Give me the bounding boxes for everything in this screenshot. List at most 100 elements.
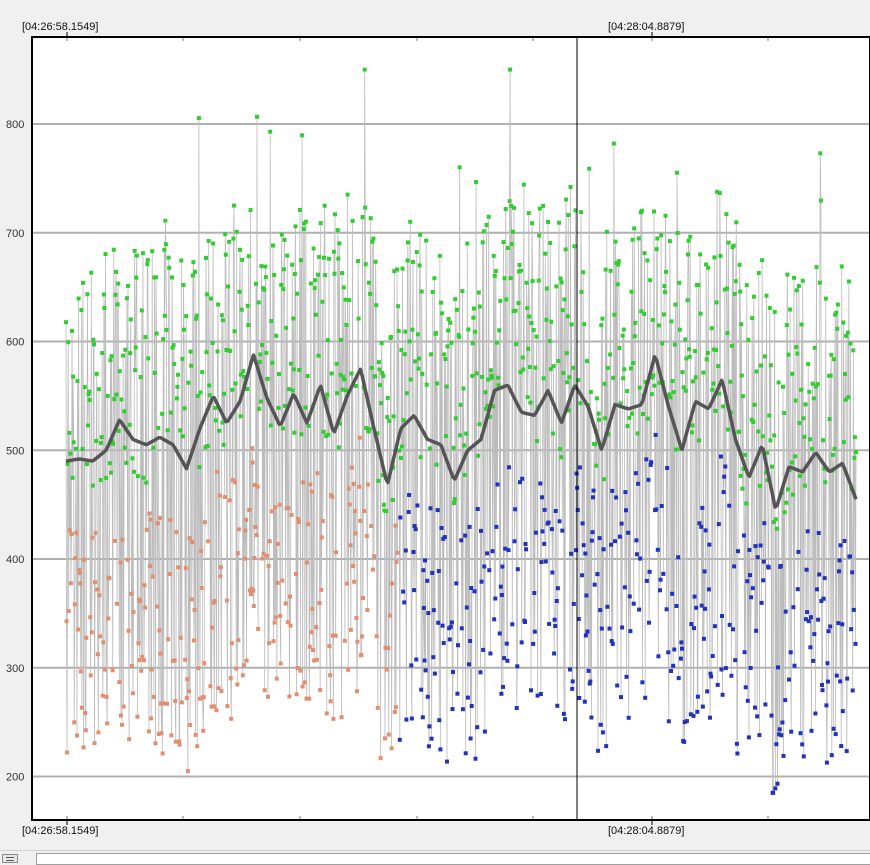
data-point <box>246 323 251 328</box>
data-point <box>630 411 634 416</box>
data-point <box>126 628 131 633</box>
data-point <box>380 371 385 376</box>
data-point <box>832 446 837 451</box>
data-point <box>591 488 596 493</box>
data-point <box>622 367 627 372</box>
data-point <box>570 686 575 691</box>
data-point <box>755 714 760 719</box>
data-point <box>649 392 654 397</box>
data-point <box>779 733 784 738</box>
data-point <box>437 718 442 723</box>
data-point <box>708 715 712 720</box>
data-point <box>643 380 648 384</box>
data-point <box>296 520 301 525</box>
data-point <box>699 603 704 608</box>
data-point <box>198 390 203 395</box>
data-point <box>347 502 352 507</box>
data-point <box>405 258 410 263</box>
data-point <box>807 389 812 394</box>
data-point <box>749 417 754 422</box>
data-point <box>78 581 83 586</box>
data-point <box>812 345 817 350</box>
data-point <box>556 359 561 363</box>
data-point <box>639 208 644 213</box>
data-point <box>175 384 180 389</box>
data-point <box>256 626 261 631</box>
data-point <box>373 374 378 379</box>
data-point <box>284 325 289 330</box>
data-point <box>329 371 334 376</box>
data-point <box>544 317 549 322</box>
data-point <box>503 546 508 551</box>
data-point <box>243 528 248 533</box>
data-point <box>564 351 569 356</box>
data-point <box>217 428 222 433</box>
data-point <box>471 315 476 320</box>
data-point <box>398 455 403 460</box>
data-point <box>818 151 823 156</box>
data-point <box>68 581 73 586</box>
data-point <box>462 473 467 477</box>
data-point <box>90 483 95 488</box>
data-point <box>200 370 205 374</box>
data-point <box>603 416 608 421</box>
data-point <box>274 676 279 681</box>
data-point <box>561 711 566 716</box>
data-point <box>188 723 193 727</box>
data-point <box>488 651 493 656</box>
data-point <box>240 673 245 678</box>
y-tick-label-500: 500 <box>6 445 24 457</box>
data-point <box>598 722 603 727</box>
data-point <box>771 790 776 795</box>
data-point <box>212 704 217 709</box>
data-point <box>754 628 759 633</box>
data-point <box>487 414 492 419</box>
data-point <box>212 599 217 603</box>
data-point <box>368 216 373 221</box>
data-point <box>197 465 202 470</box>
data-point <box>768 363 773 368</box>
data-point <box>465 241 470 246</box>
menu-icon[interactable] <box>2 854 18 863</box>
data-point <box>348 627 353 632</box>
data-point <box>641 412 645 416</box>
data-point <box>367 280 371 285</box>
data-point <box>125 557 130 562</box>
data-point <box>226 284 230 289</box>
data-point <box>513 308 518 313</box>
command-input[interactable] <box>36 853 870 865</box>
data-point <box>375 705 380 710</box>
data-point <box>700 505 705 510</box>
data-point <box>310 607 315 611</box>
data-point <box>749 595 754 600</box>
data-point <box>345 192 350 197</box>
data-point <box>163 242 168 247</box>
data-point <box>213 406 218 410</box>
data-point <box>602 381 607 386</box>
data-point <box>844 749 849 754</box>
data-point <box>423 558 427 563</box>
data-point <box>746 337 751 342</box>
data-point <box>821 596 826 601</box>
data-point <box>601 547 606 552</box>
data-point <box>624 674 629 679</box>
data-point <box>142 658 146 663</box>
data-point <box>159 731 164 736</box>
data-point <box>789 460 794 465</box>
data-point <box>776 380 781 385</box>
data-point <box>500 564 505 569</box>
data-point <box>549 319 554 324</box>
data-point <box>283 403 287 408</box>
data-point <box>698 311 703 316</box>
data-point <box>358 518 363 523</box>
data-point <box>118 713 123 718</box>
data-point <box>507 465 511 470</box>
data-point <box>458 433 463 438</box>
data-point <box>176 372 180 377</box>
data-point <box>713 408 718 413</box>
data-point <box>204 255 208 260</box>
data-point <box>455 691 460 696</box>
data-point <box>748 666 753 670</box>
data-point <box>149 667 154 672</box>
